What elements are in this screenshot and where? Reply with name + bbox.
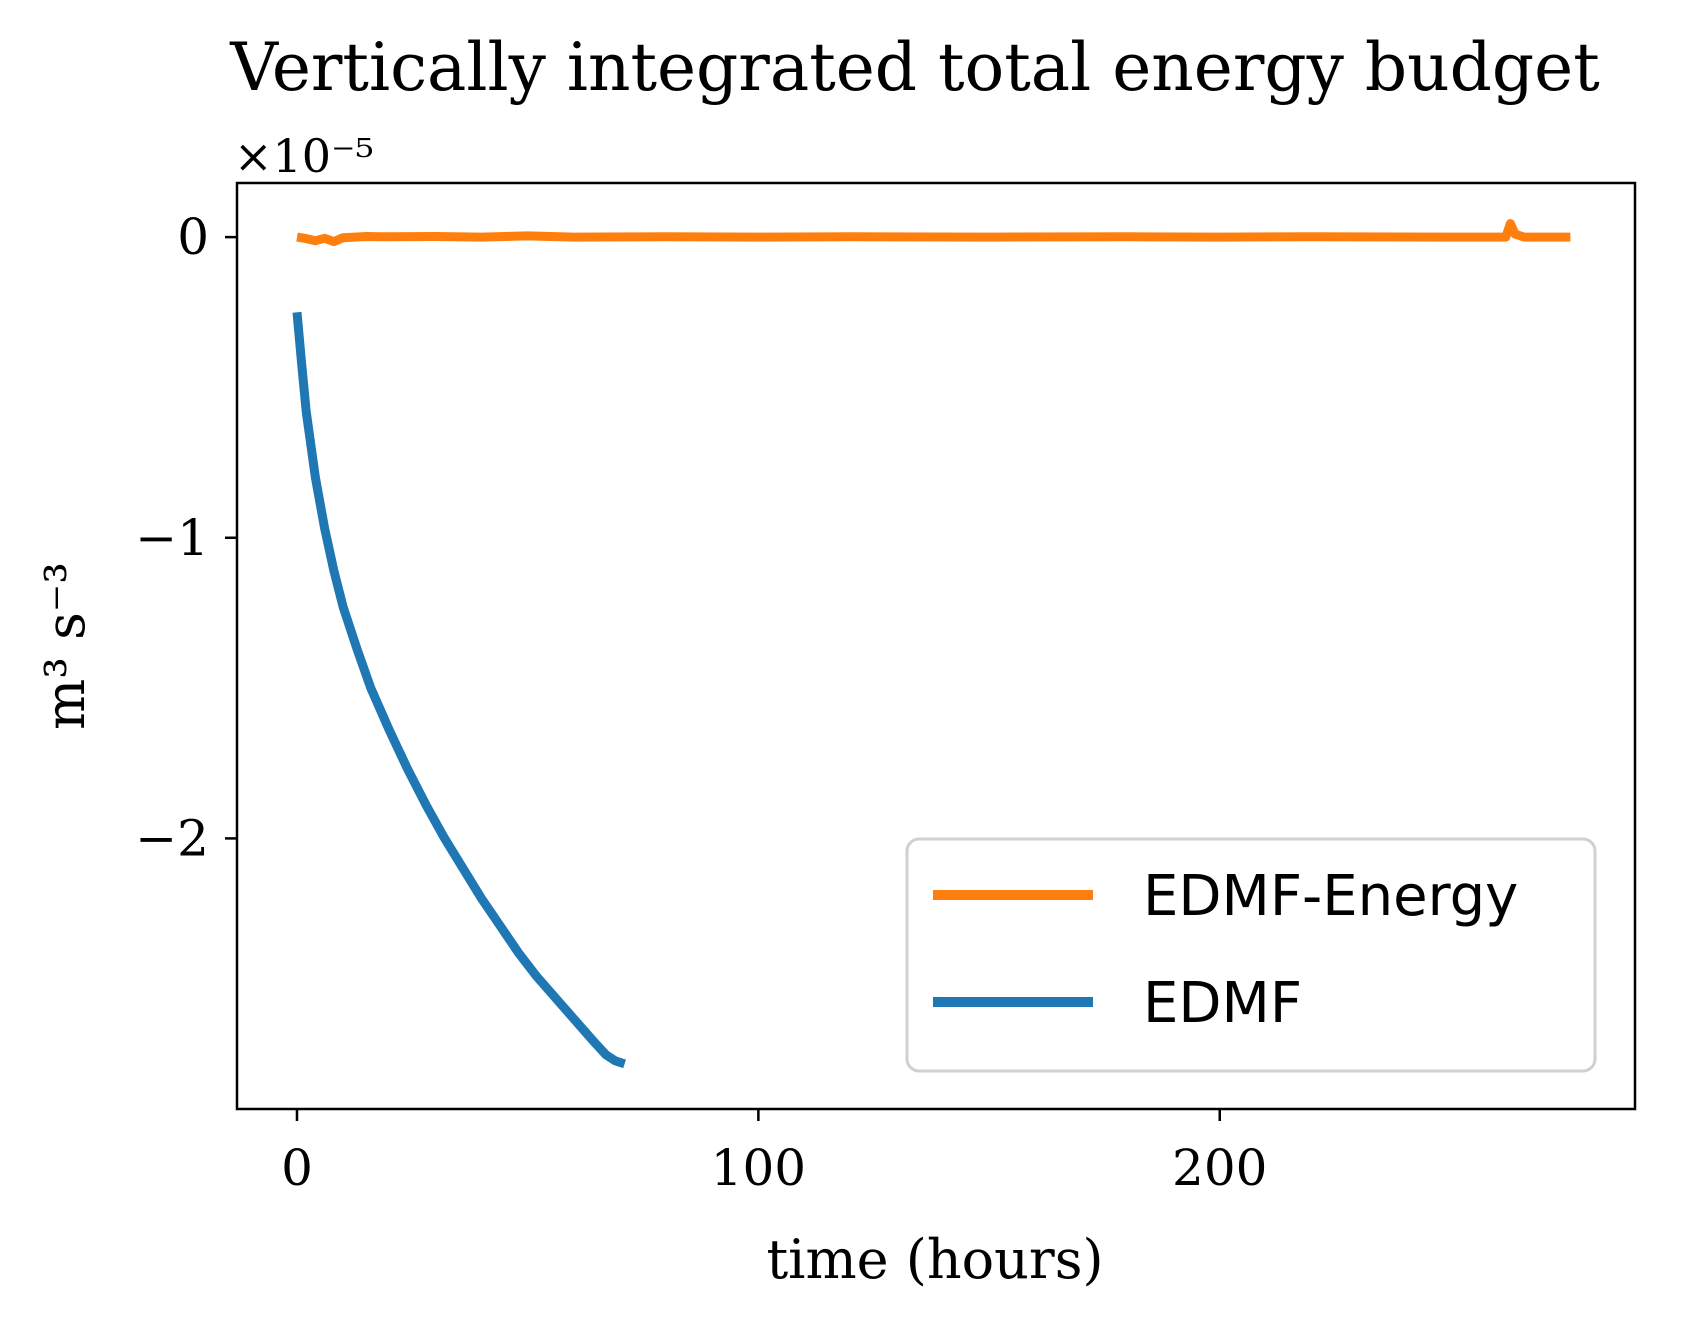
y-tick-label: 0 <box>177 208 209 266</box>
y-offset-text: ×10⁻⁵ <box>234 129 374 183</box>
plot-frame <box>235 181 1637 1111</box>
series-line-edmf-energy <box>296 219 1571 247</box>
x-tick-label: 0 <box>281 1139 313 1197</box>
legend-label-edmf: EDMF <box>1143 971 1302 1036</box>
x-tick-label: 200 <box>1172 1139 1267 1197</box>
legend-label-edmf-energy: EDMF-Energy <box>1143 864 1518 929</box>
y-tick-label: −1 <box>135 509 209 567</box>
tick-layer: 0 100 200 0 −1 −2 <box>135 208 1267 1197</box>
series-layer <box>292 219 1571 1069</box>
series-line-edmf <box>292 311 626 1069</box>
y-axis-label: m³ s⁻³ <box>34 562 97 730</box>
chart-title: Vertically integrated total energy budge… <box>229 29 1600 106</box>
legend: EDMF-Energy EDMF <box>905 837 1597 1073</box>
x-axis-label: time (hours) <box>766 1228 1103 1291</box>
y-tick-label: −2 <box>135 809 209 867</box>
x-tick-label: 100 <box>711 1139 806 1197</box>
